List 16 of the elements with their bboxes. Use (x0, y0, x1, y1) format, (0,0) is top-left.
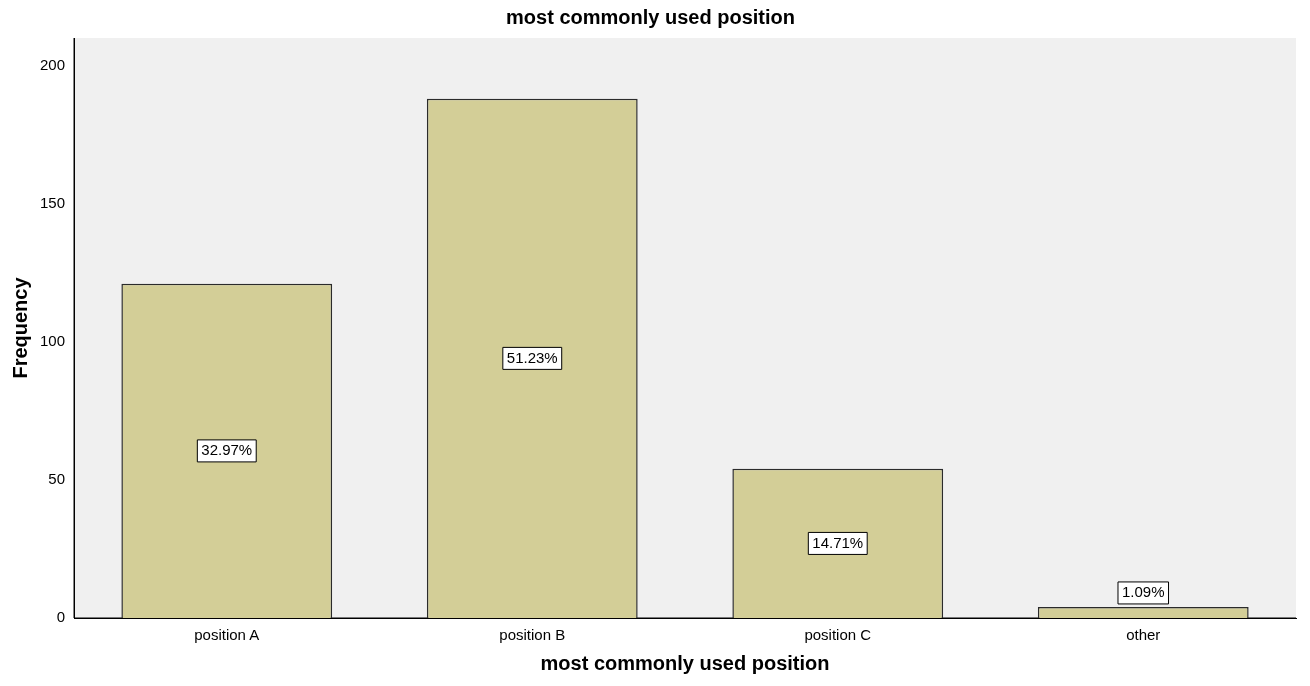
y-tick-label: 150 (40, 193, 66, 211)
y-tick-label: 0 (56, 608, 66, 626)
y-tick-label: 50 (48, 470, 66, 488)
y-tick-label: 100 (40, 331, 66, 349)
annotation: 51.23% (506, 348, 558, 366)
x-axis-title: most commonly used position (540, 651, 830, 674)
y-tick-label: 200 (40, 55, 66, 73)
x-tick-label: position A (194, 626, 260, 644)
annotation: 32.97% (201, 441, 253, 459)
annotation: 1.09% (1121, 583, 1165, 601)
y-axis-title: Frequency (8, 276, 31, 379)
chart-title: most commonly used position (506, 5, 795, 28)
x-tick-label: other (1126, 626, 1161, 644)
x-tick-label: position B (499, 626, 566, 644)
x-tick-label: position C (804, 626, 872, 644)
annotation: 14.71% (812, 533, 864, 551)
